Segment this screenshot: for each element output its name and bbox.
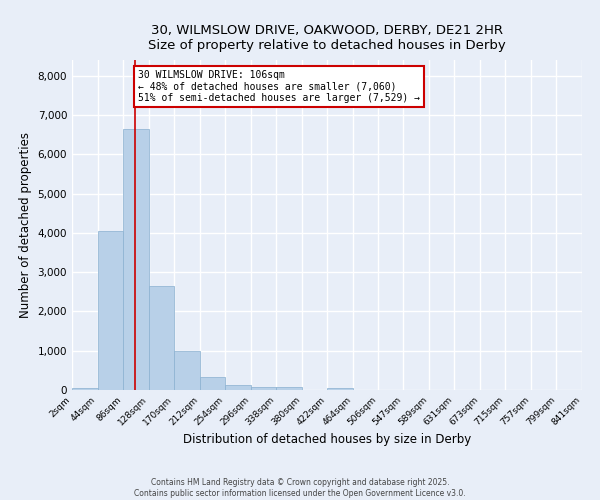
Bar — [123, 128, 149, 390]
Text: Contains HM Land Registry data © Crown copyright and database right 2025.
Contai: Contains HM Land Registry data © Crown c… — [134, 478, 466, 498]
Bar — [328, 388, 353, 390]
Y-axis label: Number of detached properties: Number of detached properties — [19, 132, 32, 318]
Bar — [225, 386, 251, 390]
Bar — [174, 350, 200, 390]
Title: 30, WILMSLOW DRIVE, OAKWOOD, DERBY, DE21 2HR
Size of property relative to detach: 30, WILMSLOW DRIVE, OAKWOOD, DERBY, DE21… — [148, 24, 506, 52]
Bar — [72, 388, 98, 390]
Bar — [251, 387, 276, 390]
Bar — [200, 377, 225, 390]
Bar — [98, 231, 123, 390]
X-axis label: Distribution of detached houses by size in Derby: Distribution of detached houses by size … — [183, 432, 471, 446]
Bar — [276, 387, 302, 390]
Text: 30 WILMSLOW DRIVE: 106sqm
← 48% of detached houses are smaller (7,060)
51% of se: 30 WILMSLOW DRIVE: 106sqm ← 48% of detac… — [139, 70, 420, 103]
Bar — [149, 286, 174, 390]
